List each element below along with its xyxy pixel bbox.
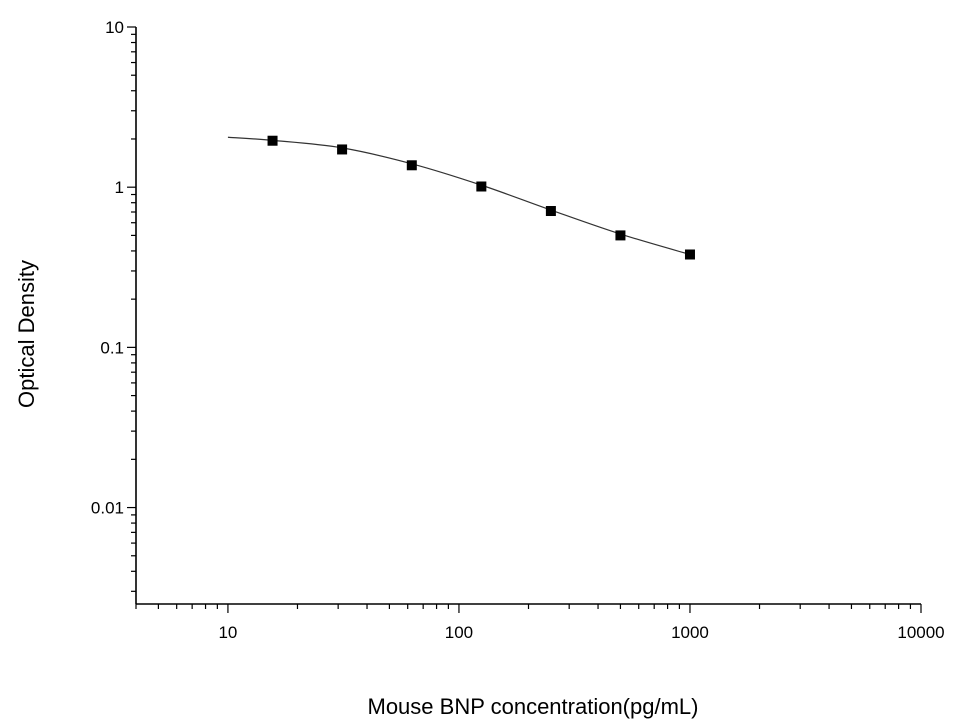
fit-curve xyxy=(227,136,691,256)
data-point xyxy=(684,249,695,260)
y-axis-title: Optical Density xyxy=(14,260,39,408)
data-point xyxy=(267,135,278,146)
x-tick-label: 100 xyxy=(445,623,473,642)
y-tick-label: 1 xyxy=(115,178,124,197)
x-tick-label: 1000 xyxy=(671,623,709,642)
x-ticks: 10 100 1000 10000 xyxy=(135,604,945,642)
y-ticks: 0.01 0.1 1 10 xyxy=(91,18,136,592)
data-point xyxy=(337,144,348,155)
x-tick-label: 10000 xyxy=(897,623,944,642)
data-point xyxy=(545,206,556,217)
axes xyxy=(135,27,921,605)
x-axis-title: Mouse BNP concentration(pg/mL) xyxy=(368,694,699,719)
data-point xyxy=(476,181,487,192)
x-tick-label: 10 xyxy=(218,623,237,642)
y-tick-label: 0.1 xyxy=(100,338,124,357)
y-tick-label: 10 xyxy=(105,18,124,37)
data-point xyxy=(615,230,626,241)
y-tick-label: 0.01 xyxy=(91,499,124,518)
data-point xyxy=(406,160,417,171)
data-points xyxy=(267,135,695,260)
